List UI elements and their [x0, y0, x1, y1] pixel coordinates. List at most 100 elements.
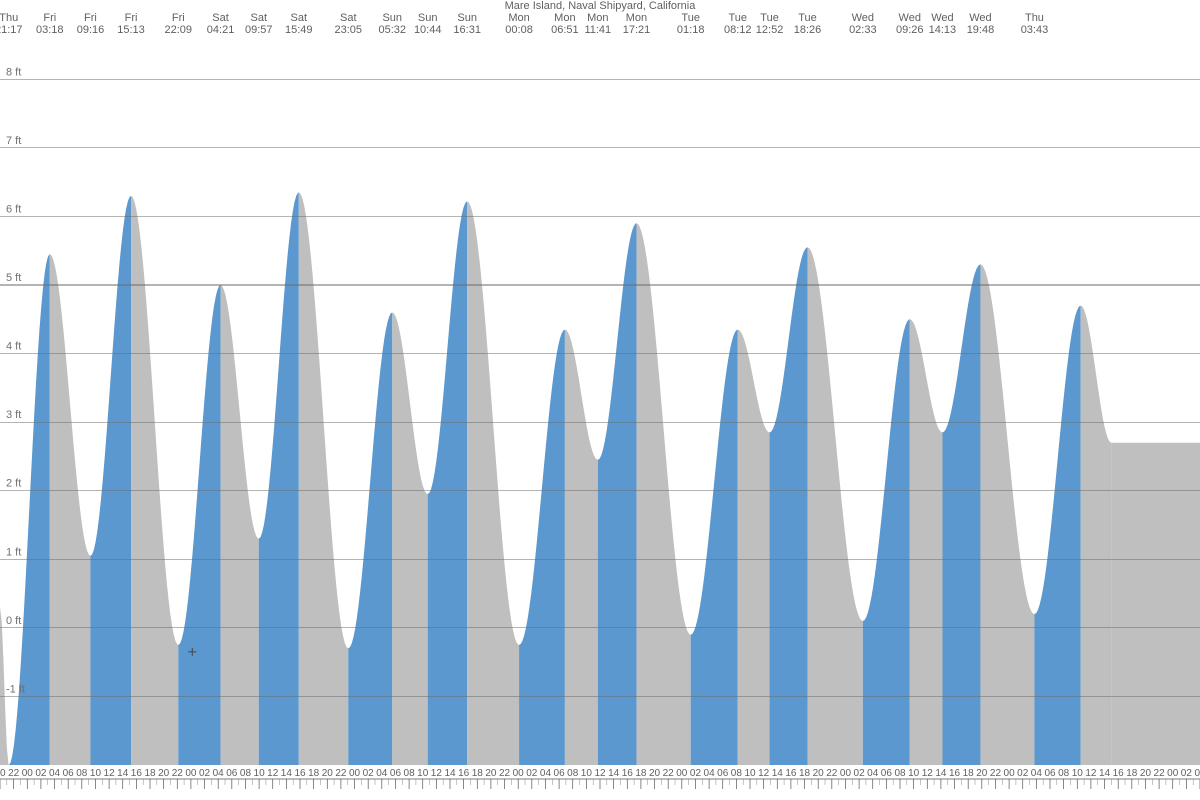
svg-text:12: 12 [267, 768, 279, 779]
svg-text:12: 12 [594, 768, 606, 779]
svg-text:10: 10 [254, 768, 266, 779]
svg-text:00: 00 [349, 768, 361, 779]
plot-svg: -1 ft0 ft1 ft2 ft3 ft4 ft5 ft6 ft7 ft8 f… [0, 45, 1200, 765]
top-label: Mon11:41 [584, 12, 611, 36]
svg-text:10: 10 [581, 768, 593, 779]
svg-text:02: 02 [199, 768, 211, 779]
svg-text:04: 04 [376, 768, 388, 779]
svg-text:22: 22 [499, 768, 511, 779]
top-label: Thu21:17 [0, 12, 22, 36]
svg-text:5 ft: 5 ft [6, 272, 21, 284]
svg-text:02: 02 [690, 768, 702, 779]
svg-text:20: 20 [813, 768, 825, 779]
svg-text:22: 22 [8, 768, 20, 779]
top-label: Fri22:09 [165, 12, 193, 36]
svg-text:10: 10 [90, 768, 102, 779]
svg-text:12: 12 [758, 768, 770, 779]
top-label: Wed14:13 [929, 12, 957, 36]
svg-text:16: 16 [1113, 768, 1125, 779]
svg-text:04: 04 [213, 768, 225, 779]
top-label: Fri03:18 [36, 12, 64, 36]
svg-text:10: 10 [417, 768, 429, 779]
svg-text:12: 12 [922, 768, 934, 779]
svg-text:20: 20 [649, 768, 661, 779]
top-label: Mon17:21 [623, 12, 651, 36]
svg-text:08: 08 [240, 768, 252, 779]
svg-text:18: 18 [1126, 768, 1138, 779]
svg-text:04: 04 [704, 768, 716, 779]
top-label: Sun10:44 [414, 12, 442, 36]
svg-text:00: 00 [185, 768, 197, 779]
svg-text:10: 10 [1072, 768, 1084, 779]
top-label: Thu03:43 [1021, 12, 1049, 36]
svg-text:06: 06 [717, 768, 729, 779]
svg-text:2 ft: 2 ft [6, 478, 21, 490]
svg-text:4 ft: 4 ft [6, 341, 21, 353]
svg-text:00: 00 [840, 768, 852, 779]
tide-chart: Mare Island, Naval Shipyard, California … [0, 0, 1200, 800]
svg-text:00: 00 [513, 768, 525, 779]
svg-text:14: 14 [772, 768, 784, 779]
svg-text:22: 22 [990, 768, 1002, 779]
svg-text:02: 02 [363, 768, 375, 779]
svg-text:02: 02 [854, 768, 866, 779]
top-label: Sat09:57 [245, 12, 273, 36]
svg-text:18: 18 [799, 768, 811, 779]
svg-text:00: 00 [22, 768, 34, 779]
svg-text:12: 12 [431, 768, 443, 779]
svg-text:04: 04 [49, 768, 61, 779]
svg-text:14: 14 [1099, 768, 1111, 779]
svg-text:02: 02 [1181, 768, 1193, 779]
svg-text:08: 08 [404, 768, 416, 779]
top-label: Sun05:32 [378, 12, 406, 36]
svg-text:18: 18 [963, 768, 975, 779]
svg-text:18: 18 [635, 768, 647, 779]
top-label: Mon06:51 [551, 12, 579, 36]
svg-text:08: 08 [894, 768, 906, 779]
svg-text:08: 08 [76, 768, 88, 779]
svg-text:18: 18 [308, 768, 320, 779]
svg-text:10: 10 [744, 768, 756, 779]
top-label: Tue12:52 [756, 12, 784, 36]
top-label: Tue18:26 [794, 12, 822, 36]
top-label: Tue08:12 [724, 12, 752, 36]
svg-text:16: 16 [294, 768, 306, 779]
svg-text:06: 06 [554, 768, 566, 779]
svg-text:20: 20 [485, 768, 497, 779]
top-label: Sun16:31 [453, 12, 481, 36]
top-label: Sat23:05 [335, 12, 363, 36]
svg-text:7 ft: 7 ft [6, 135, 21, 147]
svg-text:12: 12 [104, 768, 116, 779]
top-label: Wed09:26 [896, 12, 924, 36]
svg-text:20: 20 [1140, 768, 1152, 779]
svg-text:00: 00 [1167, 768, 1179, 779]
svg-text:04: 04 [867, 768, 879, 779]
svg-text:02: 02 [1017, 768, 1029, 779]
svg-text:14: 14 [281, 768, 293, 779]
svg-text:04: 04 [540, 768, 552, 779]
x-ruler: 2022000204060810121416182022000204060810… [0, 765, 1200, 800]
svg-text:06: 06 [881, 768, 893, 779]
top-label: Fri15:13 [117, 12, 145, 36]
top-label: Tue01:18 [677, 12, 705, 36]
top-time-labels: Thu21:17 Fri03:18 Fri09:16 Fri15:13 Fri22:09… [0, 12, 1200, 44]
svg-text:04: 04 [1031, 768, 1043, 779]
svg-text:14: 14 [117, 768, 129, 779]
top-label: Fri09:16 [77, 12, 105, 36]
plot-area: -1 ft0 ft1 ft2 ft3 ft4 ft5 ft6 ft7 ft8 f… [0, 45, 1200, 765]
svg-text:8 ft: 8 ft [6, 66, 21, 78]
svg-text:20: 20 [158, 768, 170, 779]
svg-text:22: 22 [335, 768, 347, 779]
svg-text:22: 22 [663, 768, 675, 779]
svg-text:16: 16 [622, 768, 634, 779]
svg-text:20: 20 [0, 768, 6, 779]
svg-text:08: 08 [567, 768, 579, 779]
svg-text:14: 14 [444, 768, 456, 779]
svg-text:08: 08 [1058, 768, 1070, 779]
svg-text:22: 22 [826, 768, 838, 779]
svg-text:04: 04 [1194, 768, 1200, 779]
svg-text:20: 20 [322, 768, 334, 779]
svg-text:00: 00 [676, 768, 688, 779]
top-label: Sat04:21 [207, 12, 235, 36]
svg-text:12: 12 [1085, 768, 1097, 779]
